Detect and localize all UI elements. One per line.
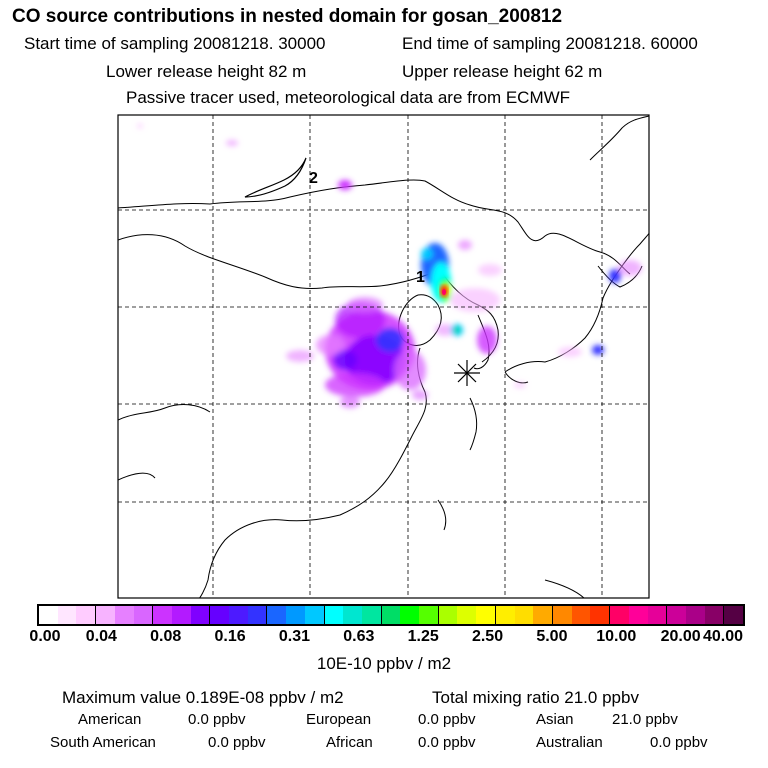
- colorbar-swatch: [457, 606, 477, 624]
- colorbar-swatch: [476, 606, 496, 624]
- colorbar-swatch: [210, 606, 230, 624]
- cluster-label-1: 1: [416, 269, 425, 286]
- colorbar-swatch: [381, 606, 401, 624]
- colorbar-swatch: [438, 606, 458, 624]
- colorbar-tick-label: 0.08: [150, 628, 182, 645]
- colorbar-swatch: [153, 606, 172, 624]
- colorbar-tick-label: 1.25: [407, 628, 439, 645]
- colorbar-tick-label: 0.04: [85, 628, 117, 645]
- colorbar-swatch: [190, 606, 211, 624]
- lat-lon-grid: [118, 115, 649, 598]
- colorbar-swatch: [39, 606, 58, 624]
- colorbar-swatch: [667, 606, 686, 624]
- colorbar-swatch: [647, 606, 668, 624]
- source-contribution-map: 1 2: [117, 114, 650, 599]
- colorbar-swatch: [304, 606, 325, 624]
- region-name-american: American: [78, 711, 142, 728]
- colorbar-tick-label: 0.00: [29, 628, 61, 645]
- colorbar-swatch: [343, 606, 362, 624]
- lower-release-label: Lower release height 82 m: [106, 62, 307, 81]
- colorbar-swatch: [495, 606, 515, 624]
- colorbar-swatch: [685, 606, 705, 624]
- total-mixing-label: Total mixing ratio 21.0 ppbv: [432, 688, 639, 707]
- colorbar-swatch: [724, 606, 744, 624]
- region-value-south-american: 0.0 ppbv: [208, 734, 266, 751]
- receptor-star-icon: [454, 360, 480, 386]
- colorbar-swatch: [96, 606, 115, 624]
- peak-marker: [440, 285, 448, 297]
- map-frame: [117, 114, 650, 599]
- contribution-field: [137, 124, 642, 408]
- colorbar-swatch: [76, 606, 97, 624]
- colorbar-swatch: [552, 606, 572, 624]
- colorbar-swatch: [590, 606, 611, 624]
- colorbar-tick-label: 5.00: [536, 628, 568, 645]
- colorbar-swatch: [247, 606, 268, 624]
- colorbar-tick-label: 0.63: [343, 628, 375, 645]
- region-name-australian: Australian: [536, 734, 603, 751]
- colorbar-swatch: [286, 606, 305, 624]
- region-name-european: European: [306, 711, 372, 728]
- colorbar-swatch: [628, 606, 648, 624]
- colorbar-swatch: [514, 606, 534, 624]
- colorbar-tick-label: 2.50: [471, 628, 504, 645]
- max-value-label: Maximum value 0.189E-08 ppbv / m2: [62, 688, 344, 707]
- colorbar-swatch: [419, 606, 439, 624]
- colorbar-tick-label: 20.00: [660, 628, 701, 645]
- colorbar-swatch: [133, 606, 154, 624]
- upper-release-label: Upper release height 62 m: [402, 62, 603, 81]
- colorbar-swatch: [171, 606, 191, 624]
- colorbar-tick-label: 0.16: [214, 628, 246, 645]
- colorbar: [37, 604, 745, 626]
- region-value-american: 0.0 ppbv: [188, 711, 246, 728]
- colorbar-swatch: [324, 606, 344, 624]
- region-value-asian: 21.0 ppbv: [612, 711, 678, 728]
- region-name-asian: Asian: [536, 711, 574, 728]
- colorbar-unit: 10E-10 ppbv / m2: [316, 654, 452, 673]
- colorbar-tick-label: 0.31: [278, 628, 311, 645]
- colorbar-swatch: [533, 606, 553, 624]
- region-name-african: African: [326, 734, 373, 751]
- colorbar-swatch: [400, 606, 420, 624]
- colorbar-tick-label: 10.00: [596, 628, 637, 645]
- colorbar-swatch: [571, 606, 591, 624]
- cluster-label-2: 2: [309, 170, 318, 187]
- region-value-african: 0.0 ppbv: [418, 734, 476, 751]
- colorbar-swatch: [229, 606, 248, 624]
- colorbar-swatch: [114, 606, 134, 624]
- map-title: CO source contributions in nested domain…: [12, 6, 563, 27]
- lake-baikal: [244, 157, 307, 198]
- region-value-european: 0.0 ppbv: [418, 711, 476, 728]
- region-value-australian: 0.0 ppbv: [650, 734, 708, 751]
- colorbar-swatch: [704, 606, 725, 624]
- colorbar-tick-label: 40.00: [702, 628, 744, 645]
- region-name-south-american: South American: [50, 734, 156, 751]
- colorbar-swatch: [610, 606, 629, 624]
- end-time-label: End time of sampling 20081218. 60000: [402, 34, 698, 53]
- colorbar-swatch: [57, 606, 77, 624]
- start-time-label: Start time of sampling 20081218. 30000: [24, 34, 326, 53]
- colorbar-swatch: [361, 606, 382, 624]
- tracer-info-label: Passive tracer used, meteorological data…: [126, 88, 571, 107]
- colorbar-swatch: [267, 606, 287, 624]
